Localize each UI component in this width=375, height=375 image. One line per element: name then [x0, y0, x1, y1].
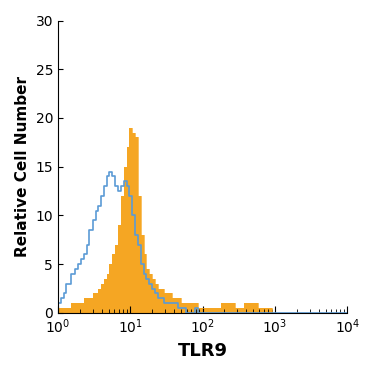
Y-axis label: Relative Cell Number: Relative Cell Number [15, 76, 30, 257]
X-axis label: TLR9: TLR9 [178, 342, 228, 360]
